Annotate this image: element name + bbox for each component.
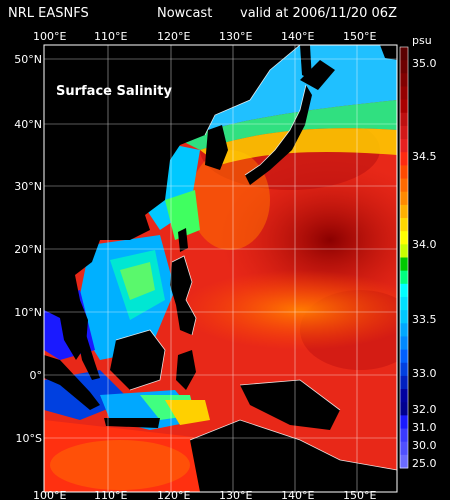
colorbar-swatch	[400, 349, 408, 364]
colorbar-swatch	[400, 125, 408, 140]
colorbar-swatch	[400, 454, 408, 469]
lat-label-10s: 10°S	[16, 432, 42, 445]
lon-labels-bottom: 100°E 110°E 120°E 130°E 140°E 150°E	[33, 489, 376, 500]
lon-label-150e-bottom: 150°E	[343, 489, 376, 500]
colorbar-swatch	[400, 165, 408, 180]
lat-label-30n: 30°N	[14, 180, 42, 193]
colorbar-tick-34-0: 34.0	[412, 238, 437, 251]
colorbar-swatch	[400, 178, 408, 193]
lat-label-20n: 20°N	[14, 243, 42, 256]
lon-label-110e: 110°E	[94, 30, 127, 43]
lon-label-130e: 130°E	[219, 30, 252, 43]
colorbar-tick-labels: 35.0 34.5 34.0 33.5 33.0 32.0 31.0 30.0 …	[412, 57, 437, 470]
lon-labels-top: 100°E 110°E 120°E 130°E 140°E 150°E	[33, 30, 376, 43]
colorbar-swatch	[400, 283, 408, 298]
lon-label-100e-bottom: 100°E	[33, 489, 66, 500]
lon-label-150e: 150°E	[343, 30, 376, 43]
lon-label-110e-bottom: 110°E	[94, 489, 127, 500]
colorbar-swatch	[400, 73, 408, 87]
lat-label-40n: 40°N	[14, 118, 42, 131]
colorbar-swatch	[400, 323, 408, 337]
colorbar-swatch	[400, 428, 408, 443]
colorbar-tick-33-5: 33.5	[412, 313, 437, 326]
colorbar-swatch	[400, 257, 408, 272]
colorbar-tick-35-0: 35.0	[412, 57, 437, 70]
valid-time-label: valid at 2006/11/20 06Z	[240, 6, 397, 21]
map-border	[43, 44, 398, 493]
graticule	[44, 45, 397, 492]
colorbar-swatch	[400, 336, 408, 351]
colorbar-swatch	[400, 60, 408, 74]
colorbar-swatch	[400, 47, 408, 61]
colorbar-unit: psu	[412, 34, 432, 47]
colorbar-tick-33-0: 33.0	[412, 367, 437, 380]
colorbar-swatch	[400, 218, 408, 232]
colorbar-swatch	[400, 415, 408, 430]
colorbar-swatch	[400, 441, 408, 456]
lon-label-140e: 140°E	[281, 30, 314, 43]
colorbar-swatch	[400, 375, 408, 390]
colorbar-tick-34-5: 34.5	[412, 150, 437, 163]
colorbar-swatch	[400, 362, 408, 377]
colorbar-swatch	[400, 139, 408, 153]
colorbar-tick-25-0: 25.0	[412, 457, 437, 470]
lat-labels: 50°N 40°N 30°N 20°N 10°N 0° 10°S	[14, 53, 42, 445]
colorbar-swatch	[400, 86, 408, 101]
colorbar	[400, 47, 408, 469]
product-label: Nowcast	[157, 6, 213, 21]
lon-label-100e: 100°E	[33, 30, 66, 43]
colorbar-swatch	[400, 191, 408, 206]
lat-label-50n: 50°N	[14, 53, 42, 66]
colorbar-swatch	[400, 296, 408, 311]
colorbar-swatch	[400, 389, 408, 403]
colorbar-tick-31-0: 31.0	[412, 421, 437, 434]
colorbar-swatch	[400, 152, 408, 166]
lon-label-120e-bottom: 120°E	[157, 489, 190, 500]
map-label: Surface Salinity	[56, 84, 172, 99]
colorbar-swatch	[400, 231, 408, 245]
colorbar-swatch	[400, 310, 408, 324]
colorbar-swatch	[400, 244, 408, 258]
colorbar-tick-32-0: 32.0	[412, 403, 437, 416]
colorbar-swatch	[400, 99, 408, 114]
map-panel	[44, 45, 397, 492]
lat-label-0: 0°	[30, 369, 43, 382]
colorbar-swatch	[400, 270, 408, 285]
source-label: NRL EASNFS	[8, 6, 89, 21]
lon-label-140e-bottom: 140°E	[281, 489, 314, 500]
colorbar-swatch	[400, 112, 408, 127]
colorbar-swatch	[400, 402, 408, 416]
lat-label-10n: 10°N	[14, 306, 42, 319]
coastlines	[115, 45, 397, 471]
lon-label-120e: 120°E	[157, 30, 190, 43]
lon-label-130e-bottom: 130°E	[219, 489, 252, 500]
colorbar-swatch	[400, 204, 408, 219]
colorbar-border	[399, 46, 409, 469]
colorbar-tick-30-0: 30.0	[412, 439, 437, 452]
